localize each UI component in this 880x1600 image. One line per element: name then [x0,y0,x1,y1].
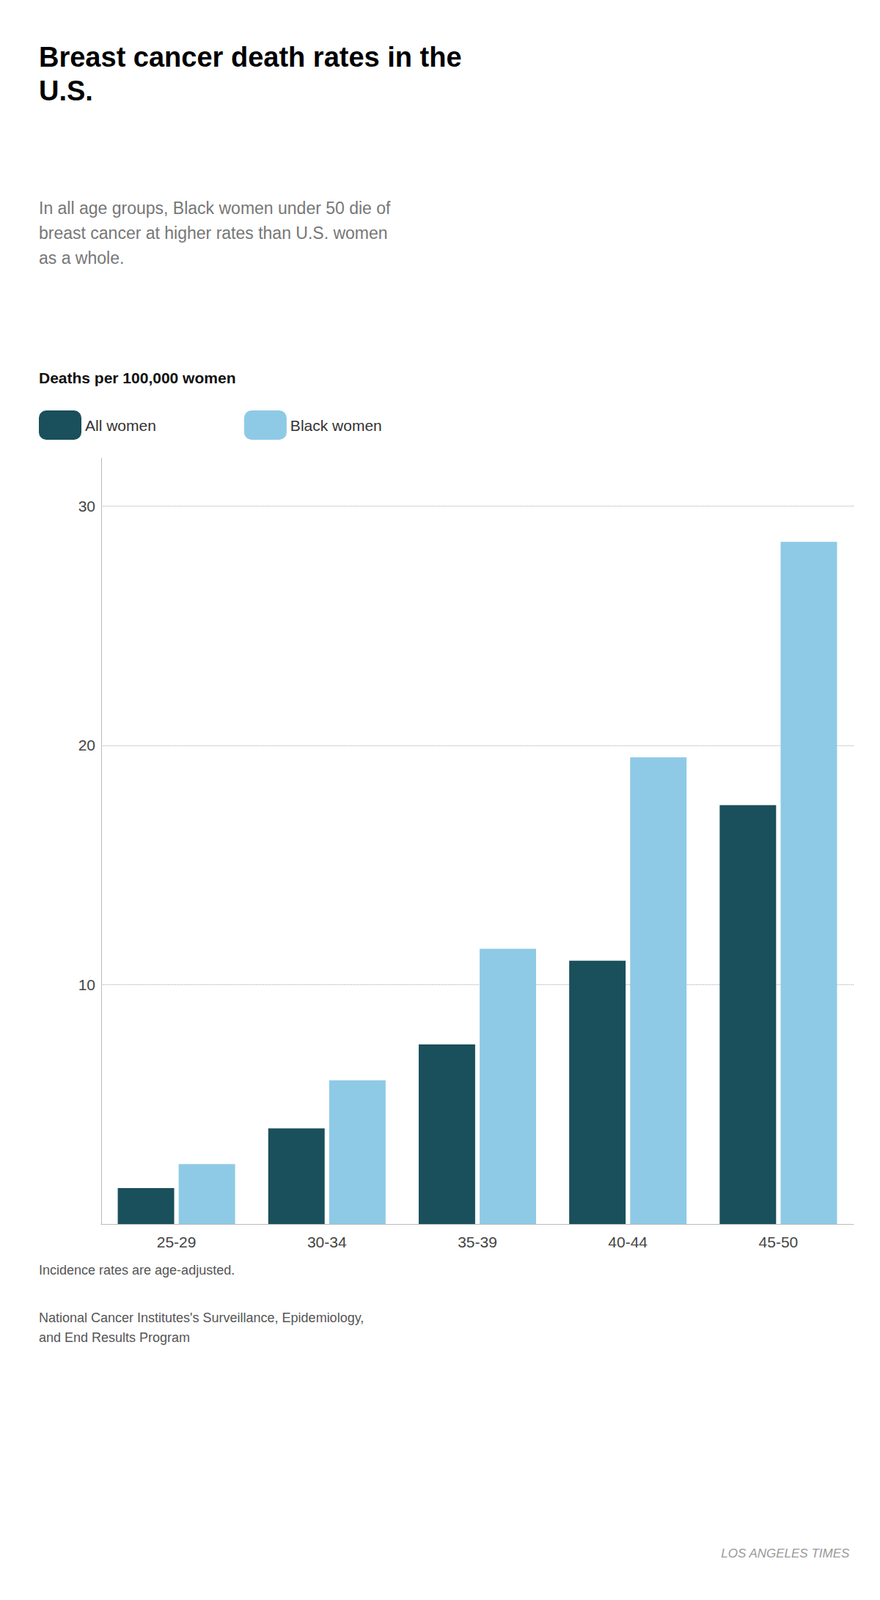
svg-text:LOS ANGELES TIMES: LOS ANGELES TIMES [720,1547,850,1562]
svg-text:10: 10 [78,976,96,994]
svg-text:Incidence rates are age-adjust: Incidence rates are age-adjusted. [38,1263,235,1279]
svg-text:20: 20 [78,737,96,754]
svg-text:40-44: 40-44 [607,1234,648,1252]
svg-text:In all age groups, Black women: In all age groups, Black women under 50 … [38,198,391,218]
svg-text:30-34: 30-34 [307,1234,347,1252]
svg-text:35-39: 35-39 [457,1234,498,1252]
svg-text:45-50: 45-50 [759,1234,799,1252]
svg-text:U.S.: U.S. [38,75,94,107]
svg-text:National Cancer Institutes's S: National Cancer Institutes's Surveillanc… [38,1311,364,1326]
svg-text:25-29: 25-29 [156,1234,197,1252]
svg-text:Deaths per 100,000 women: Deaths per 100,000 women [38,369,236,387]
svg-text:and End Results Program: and End Results Program [38,1331,190,1346]
svg-text:as a whole.: as a whole. [38,248,124,268]
svg-text:breast cancer at higher rates: breast cancer at higher rates than U.S. … [38,223,388,243]
svg-text:Black women: Black women [290,417,383,435]
svg-text:All women: All women [85,417,157,435]
svg-text:Breast cancer death rates in t: Breast cancer death rates in the [38,41,462,73]
svg-text:30: 30 [78,497,96,515]
